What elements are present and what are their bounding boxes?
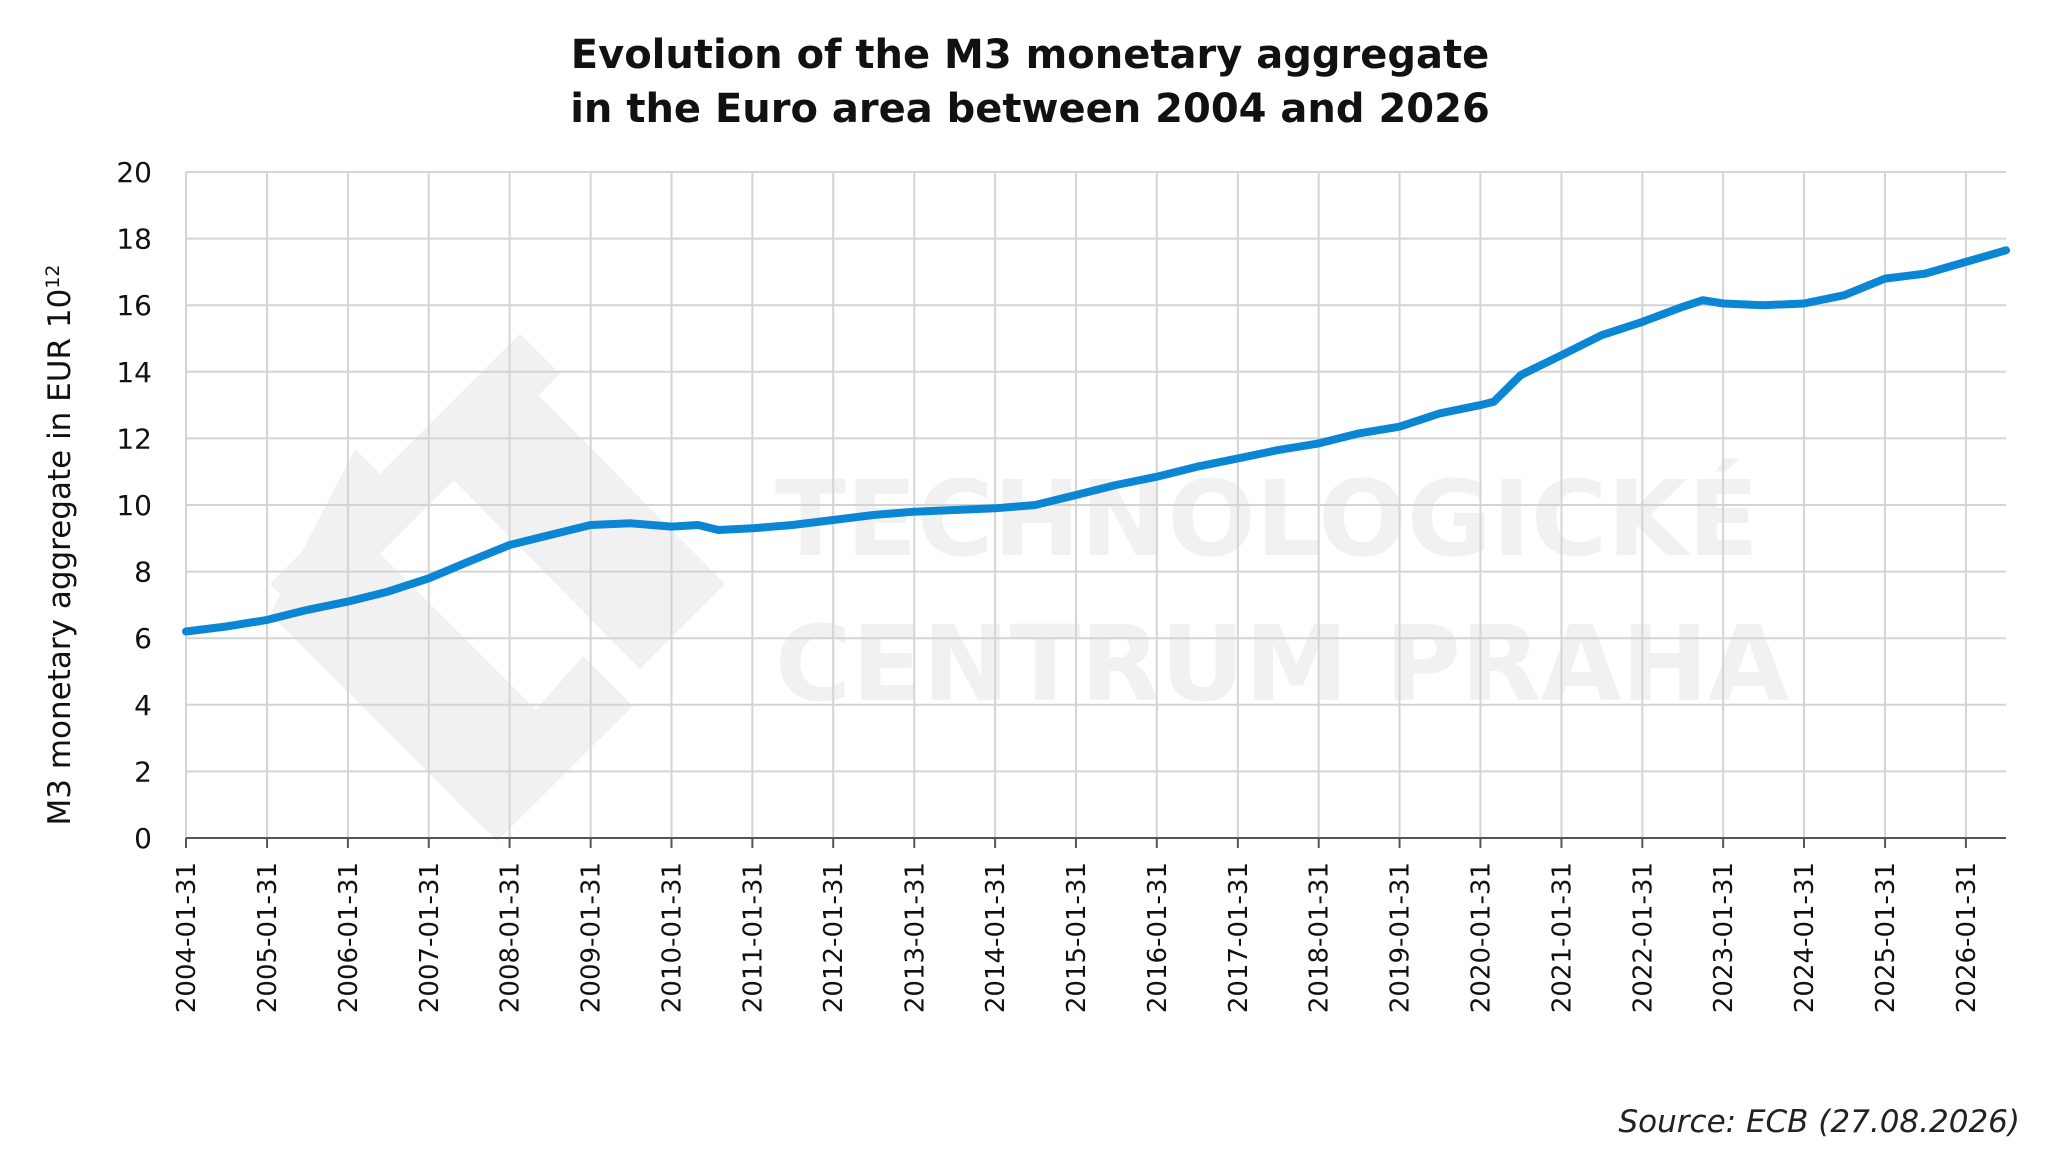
x-tick-label: 2006-01-31 <box>334 862 364 1013</box>
x-tick-label: 2026-01-31 <box>1952 862 1982 1013</box>
x-tick-label: 2008-01-31 <box>496 862 526 1013</box>
x-tick-label: 2011-01-31 <box>738 862 768 1013</box>
x-tick-label: 2016-01-31 <box>1143 862 1173 1013</box>
x-tick-label: 2020-01-31 <box>1466 862 1496 1013</box>
y-tick-label: 2 <box>134 755 152 788</box>
chart-title-line-2: in the Euro area between 2004 and 2026 <box>570 86 1490 132</box>
source-note: Source: ECB (27.08.2026) <box>1618 1104 2021 1140</box>
x-tick-label: 2004-01-31 <box>172 862 202 1013</box>
watermark-text-line-2: CENTRUM PRAHA <box>775 603 1789 725</box>
x-tick-label: 2009-01-31 <box>577 862 607 1013</box>
y-tick-label: 20 <box>116 156 152 189</box>
x-tick-label: 2005-01-31 <box>253 862 283 1013</box>
series-line-m3 <box>182 246 2010 636</box>
watermark-text-line-1: TECHNOLOGICKÉ <box>775 458 1759 580</box>
vertical-gridlines <box>185 172 1967 838</box>
y-tick-label: 6 <box>134 622 152 655</box>
x-tick-label: 2021-01-31 <box>1547 862 1577 1013</box>
x-tick-label: 2015-01-31 <box>1062 862 1092 1013</box>
x-axis-ticks: 2004-01-31 2005-01-31 2006-01-31 2007-01-31… <box>172 838 1982 1013</box>
y-tick-label: 14 <box>116 356 152 389</box>
y-tick-label: 10 <box>116 489 152 522</box>
y-tick-label: 0 <box>134 822 152 855</box>
x-tick-label: 2007-01-31 <box>415 862 445 1013</box>
x-tick-label: 2017-01-31 <box>1224 862 1254 1013</box>
chart-title-line-1: Evolution of the M3 monetary aggregate <box>570 32 1490 78</box>
y-tick-label: 4 <box>134 689 152 722</box>
y-tick-label: 18 <box>116 223 152 256</box>
y-tick-label: 16 <box>116 289 152 322</box>
x-tick-label: 2025-01-31 <box>1871 862 1901 1013</box>
y-axis-ticks: 0 2 4 6 8 10 12 14 16 18 20 <box>116 156 152 855</box>
x-tick-label: 2014-01-31 <box>981 862 1011 1013</box>
x-tick-label: 2018-01-31 <box>1305 862 1335 1013</box>
x-tick-label: 2019-01-31 <box>1386 862 1416 1013</box>
x-tick-label: 2010-01-31 <box>658 862 688 1013</box>
x-tick-label: 2024-01-31 <box>1790 862 1820 1013</box>
y-tick-label: 8 <box>134 556 152 589</box>
x-tick-label: 2013-01-31 <box>900 862 930 1013</box>
x-tick-label: 2012-01-31 <box>819 862 849 1013</box>
x-tick-label: 2022-01-31 <box>1628 862 1658 1013</box>
x-tick-label: 2023-01-31 <box>1709 862 1739 1013</box>
horizontal-gridlines <box>186 171 2006 773</box>
y-tick-label: 12 <box>116 422 152 455</box>
watermark-logo <box>270 334 725 841</box>
chart-title: Evolution of the M3 monetary aggregate i… <box>0 28 2060 136</box>
